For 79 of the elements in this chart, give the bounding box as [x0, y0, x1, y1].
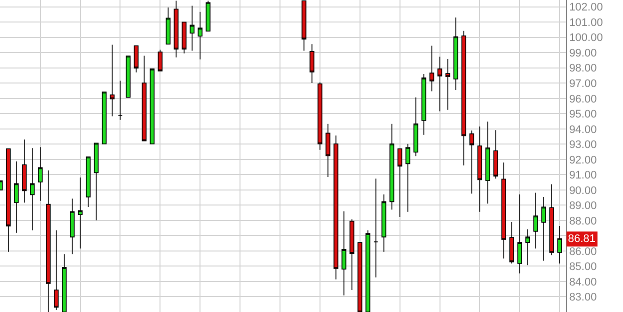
candlestick: [397, 148, 402, 218]
candlestick: [549, 184, 554, 256]
y-tick-label: 86.00: [569, 246, 597, 258]
candlestick: [437, 56, 442, 112]
candlestick: [206, 0, 210, 32]
candlestick: [118, 80, 123, 120]
candlestick: [421, 74, 426, 136]
candlestick: [525, 228, 530, 266]
candlestick: [198, 12, 202, 60]
candlestick: [493, 130, 498, 180]
candlestick: [382, 194, 386, 252]
candlestick: [174, 0, 179, 58]
candlestick: [54, 230, 59, 310]
candlestick: [429, 45, 434, 92]
candlestick: [70, 198, 75, 255]
candlestick: [190, 5, 194, 52]
candlestick: [182, 22, 186, 54]
candlestick: [38, 146, 43, 202]
y-tick-label: 101.00: [569, 16, 603, 29]
candlestick: [310, 44, 314, 84]
candlestick: [533, 192, 538, 249]
y-tick-label: 92.00: [569, 154, 597, 166]
candlestick: [22, 139, 27, 204]
candlestick: [501, 162, 506, 259]
y-tick-label: 83.00: [569, 292, 597, 304]
candlestick: [350, 218, 354, 290]
candlestick: [557, 226, 562, 264]
y-tick-label: 98.00: [569, 62, 597, 75]
y-tick-label: 94.00: [569, 124, 597, 136]
candlestick: [30, 148, 35, 231]
y-tick-label: 93.00: [569, 139, 597, 152]
candlestick: [485, 121, 490, 204]
candlestick: [110, 44, 115, 117]
candlestick: [62, 254, 67, 312]
y-tick-label: 88.00: [569, 215, 597, 228]
y-tick-label: 99.00: [569, 47, 597, 60]
candlestick: [6, 148, 11, 252]
candlestick: [405, 143, 410, 212]
candlestick: [509, 222, 514, 264]
candlestick: [461, 30, 466, 166]
candlestick: [78, 177, 83, 249]
candlestick: [469, 130, 474, 194]
candlestick: [374, 178, 378, 278]
candlestick: [158, 49, 163, 72]
y-tick-label: 95.00: [569, 108, 597, 121]
annotation: 86.81: [568, 233, 596, 245]
candlestick: [166, 7, 171, 44]
y-tick-label: 96.00: [569, 93, 597, 106]
candlestick: [541, 196, 546, 262]
candlestick: [477, 126, 482, 212]
candlestick: [517, 194, 522, 274]
y-tick-label: 97.00: [569, 78, 597, 90]
candlestick: [366, 230, 370, 312]
candlestick: [134, 45, 139, 73]
candlestick: [413, 96, 418, 156]
candlestick: [102, 92, 107, 144]
y-tick-label: 85.00: [569, 261, 597, 274]
candlestick: [445, 58, 450, 110]
y-tick-label: 89.00: [569, 200, 597, 212]
y-tick-label: 90.00: [569, 184, 597, 197]
candlestick: [453, 17, 458, 90]
y-tick-label: 91.00: [569, 170, 597, 182]
candlestick: [94, 142, 99, 221]
candlestick: [126, 56, 131, 98]
y-tick-label: 100.00: [569, 32, 603, 44]
candlestick: [318, 82, 322, 150]
candlestick: [326, 123, 330, 178]
candlestick: [14, 161, 19, 234]
candlestick: [86, 156, 91, 208]
candlestick: [46, 170, 51, 312]
candlestick: [358, 242, 362, 312]
candlestick: [142, 55, 147, 142]
candlestick: [302, 0, 306, 52]
candlestick: [334, 135, 338, 280]
candlestick: [389, 123, 394, 210]
candlestick: [342, 210, 346, 296]
y-tick-label: 84.00: [569, 276, 597, 288]
y-tick-label: 102.00: [569, 2, 603, 14]
candlestick: [150, 68, 155, 144]
